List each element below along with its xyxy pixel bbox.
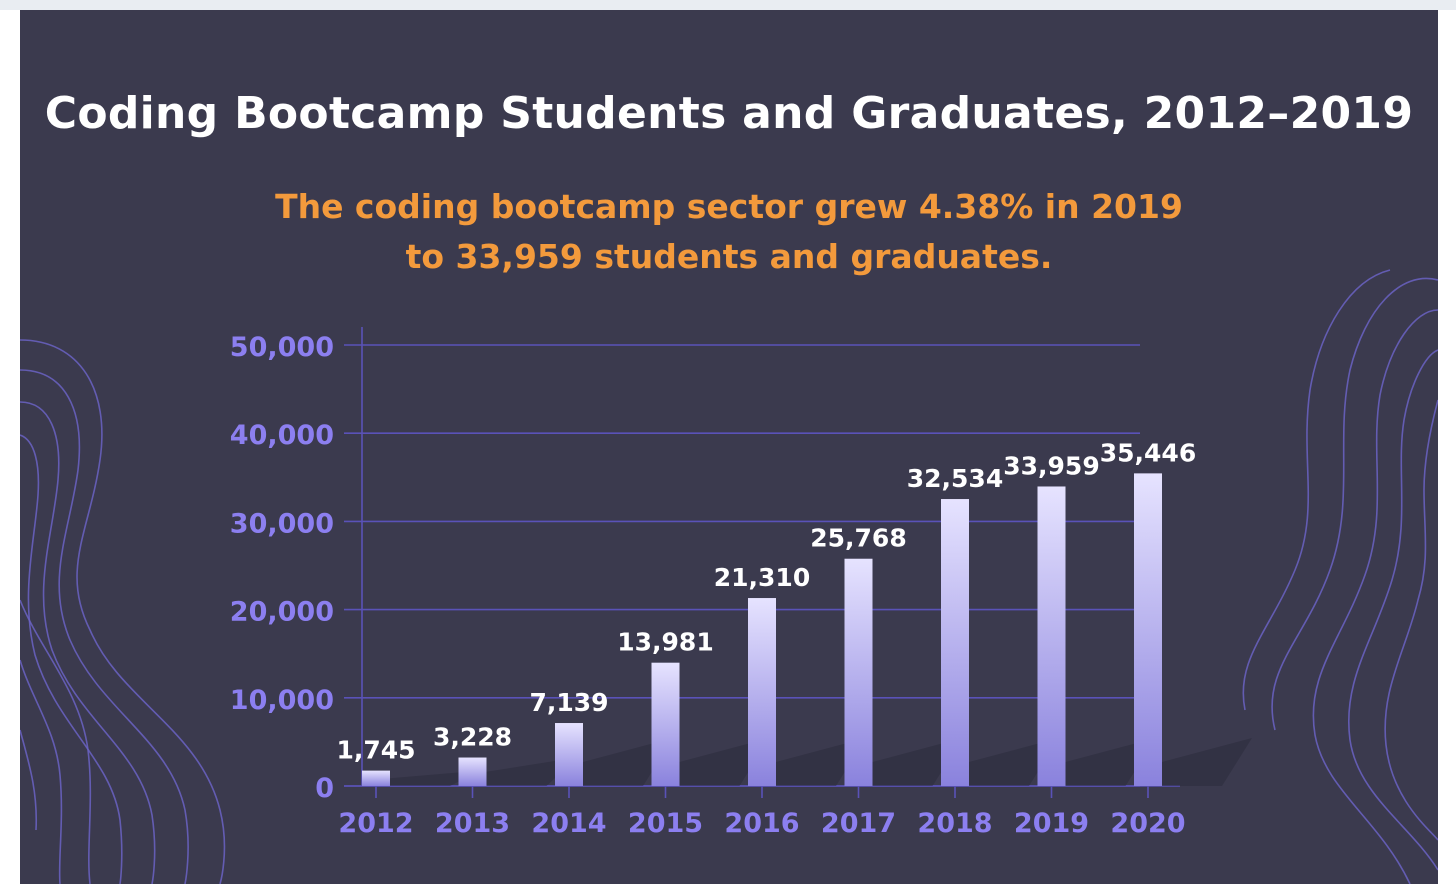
- bar-2014: [555, 723, 583, 786]
- bar-shadow: [969, 738, 1059, 786]
- bar-2019: [1037, 486, 1066, 786]
- y-tick-label: 0: [315, 773, 334, 804]
- data-label-2016: 21,310: [714, 563, 810, 592]
- bar-shadow: [679, 738, 770, 786]
- data-label-2020: 35,446: [1100, 438, 1196, 467]
- y-tick-label: 20,000: [230, 597, 334, 628]
- data-label-2013: 3,228: [433, 723, 512, 752]
- y-tick-label: 30,000: [230, 508, 334, 539]
- x-tick-label: 2020: [1110, 808, 1185, 839]
- x-tick-label: 2012: [338, 808, 413, 839]
- x-tick-label: 2016: [724, 808, 799, 839]
- bar-shadows: [390, 738, 1252, 786]
- bar-2013: [458, 757, 487, 786]
- bar-2020: [1134, 473, 1162, 786]
- bar-shadow: [390, 770, 480, 786]
- x-tick-label: 2014: [531, 808, 606, 839]
- subtitle-line-1: The coding bootcamp sector grew 4.38% in…: [275, 187, 1183, 226]
- x-tick-label: 2013: [435, 808, 510, 839]
- decorative-contour-lines: [20, 269, 1438, 884]
- bar-2012: [362, 770, 390, 786]
- data-label-2018: 32,534: [907, 464, 1003, 493]
- bar-shadow: [1162, 738, 1252, 786]
- bar-2017: [844, 558, 873, 786]
- x-tick-label: 2017: [821, 808, 896, 839]
- bar-shadow: [583, 738, 673, 786]
- data-label-2012: 1,745: [336, 736, 415, 765]
- x-tick-label: 2015: [628, 808, 703, 839]
- bar-shadow: [776, 738, 866, 786]
- chart-subtitle: The coding bootcamp sector grew 4.38% in…: [20, 182, 1438, 282]
- bar-shadow: [1065, 738, 1156, 786]
- bar-2015: [651, 662, 680, 786]
- x-tick-label: 2019: [1014, 808, 1089, 839]
- bars: [362, 473, 1162, 786]
- y-tick-label: 40,000: [230, 420, 334, 451]
- bar-shadow: [486, 757, 577, 786]
- data-label-2015: 13,981: [617, 628, 713, 657]
- bar-chart: 0 10,000 20,000 30,000 40,000 50,000 1,745 2012…: [230, 327, 1252, 839]
- bar-shadow: [872, 738, 963, 786]
- infographic-panel: Coding Bootcamp Students and Graduates, …: [20, 10, 1438, 884]
- y-tick-label: 10,000: [230, 685, 334, 716]
- x-tick-label: 2018: [917, 808, 992, 839]
- bar-2016: [748, 598, 776, 786]
- bar-2018: [941, 499, 969, 786]
- y-tick-label: 50,000: [230, 332, 334, 363]
- subtitle-line-2: to 33,959 students and graduates.: [405, 237, 1053, 276]
- data-label-2017: 25,768: [810, 524, 906, 553]
- top-strip: [0, 0, 1456, 10]
- data-label-2019: 33,959: [1003, 451, 1099, 480]
- chart-title: Coding Bootcamp Students and Graduates, …: [44, 88, 1414, 139]
- data-label-2014: 7,139: [529, 688, 608, 717]
- labels: 0 10,000 20,000 30,000 40,000 50,000 1,745 2012…: [230, 332, 1196, 839]
